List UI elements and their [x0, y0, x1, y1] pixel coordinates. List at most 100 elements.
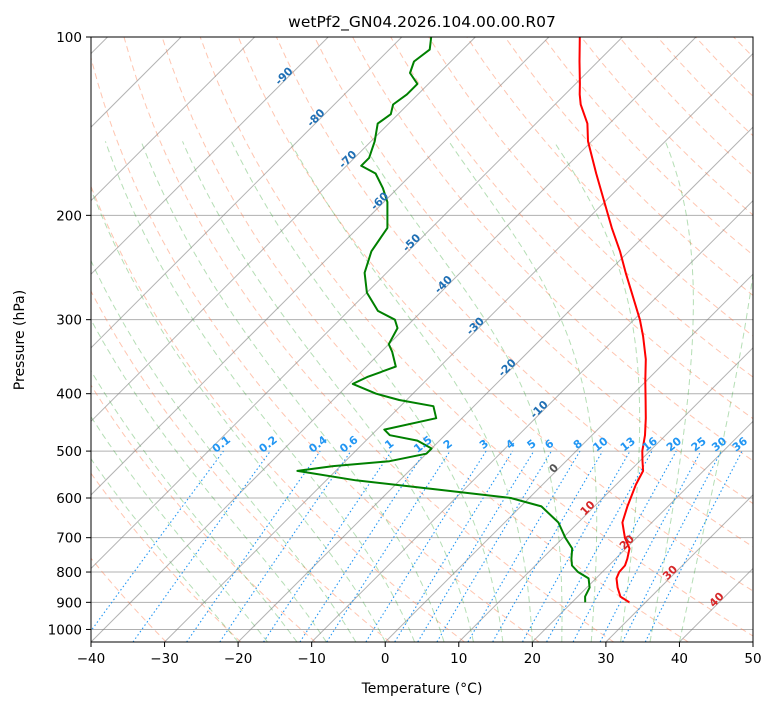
- mixing-ratio-label: 0.4: [306, 433, 330, 455]
- dry-adiabat: [91, 290, 391, 642]
- dry-adiabat: [314, 37, 753, 505]
- dry-adiabat: [733, 37, 753, 58]
- mixing-ratio-line: [522, 450, 631, 642]
- x-tick-label: 10: [450, 651, 467, 667]
- skewed-isotherm: [91, 37, 403, 349]
- y-axis-ticks: 1000 900 800 700 600 500 400 300 200 100: [48, 30, 91, 638]
- skewed-isotherm: [91, 37, 256, 202]
- dry-adiabat: [695, 37, 753, 97]
- isotherm-label: -10: [528, 398, 551, 421]
- x-tick-label: −40: [77, 651, 106, 667]
- skewed-isotherm: [531, 420, 753, 642]
- isotherm-label: -50: [400, 231, 423, 254]
- skewed-isotherm: [384, 273, 753, 642]
- moist-adiabat: [91, 188, 386, 642]
- dry-adiabat: [352, 37, 753, 462]
- moist-adiabat: [678, 270, 753, 642]
- skewed-isotherm: [91, 37, 623, 570]
- skewed-isotherm: [164, 52, 753, 642]
- dry-adiabat: [91, 472, 242, 642]
- skewed-isotherm: [605, 494, 753, 642]
- x-tick-label: 40: [671, 651, 688, 667]
- moist-adiabat: [553, 141, 641, 642]
- y-tick-label: 200: [56, 208, 82, 224]
- skewed-isotherm: [237, 126, 753, 642]
- mixing-ratio-line: [599, 450, 702, 642]
- mixing-ratio-label: 0.2: [256, 433, 279, 455]
- dry-adiabat: [237, 37, 753, 592]
- mixing-ratio-label: 4: [504, 437, 518, 452]
- isotherm-label: 20: [617, 532, 637, 552]
- isotherm-label: -90: [272, 64, 295, 87]
- x-tick-label: 20: [524, 651, 541, 667]
- mixing-ratio-label: 5: [525, 437, 539, 452]
- dry-adiabat: [466, 37, 753, 337]
- moist-adiabat: [91, 369, 298, 642]
- isotherm-label: 30: [660, 562, 680, 582]
- dry-adiabat: [91, 185, 465, 642]
- moist-adiabat: [360, 141, 563, 642]
- y-axis-label: Pressure (hPa): [12, 290, 28, 390]
- isotherm-label: -20: [496, 356, 519, 379]
- mixing-ratio-label: 2: [441, 437, 455, 452]
- y-tick-label: 700: [56, 531, 82, 547]
- skewed-isotherm: [458, 347, 753, 642]
- x-axis-ticks: −40 −30 −20 −10 0 10 20 30 40 50: [77, 642, 762, 667]
- mixing-ratio-line: [326, 450, 451, 642]
- mixing-ratio-label: 0.1: [210, 433, 233, 455]
- y-tick-label: 900: [56, 595, 82, 611]
- mixing-ratio-line: [572, 450, 677, 642]
- x-tick-label: 30: [597, 651, 614, 667]
- dry-adiabat: [91, 55, 540, 642]
- skewed-isotherm: [752, 641, 753, 642]
- dry-adiabat: [161, 37, 689, 642]
- chart-title: wetPf2_GN04.2026.104.00.00.R07: [288, 13, 556, 32]
- moist-adiabat: [104, 141, 416, 642]
- mixing-ratio-line: [546, 450, 653, 642]
- dry-adiabat: [390, 37, 753, 420]
- dry-adiabat: [504, 37, 753, 296]
- temperature-trace: [578, 37, 647, 604]
- dry-adiabat: [91, 384, 316, 642]
- isotherm-label: -70: [336, 148, 359, 171]
- sounding-traces: [296, 37, 647, 604]
- mixing-ratio-line: [644, 450, 743, 642]
- isotherm-label: -40: [432, 273, 455, 296]
- y-tick-label: 500: [56, 444, 82, 460]
- pressure-gridlines: [91, 36, 753, 630]
- plot-frame: [90, 36, 754, 643]
- mixing-ratio-line: [299, 450, 426, 642]
- skewed-isotherm: [91, 37, 329, 275]
- mixing-ratio-line: [417, 450, 535, 642]
- moist-adiabats: [91, 141, 753, 642]
- skewed-isotherm: [91, 37, 550, 496]
- mixing-ratio-line: [91, 450, 224, 632]
- mixing-ratio-lines: [91, 450, 743, 642]
- moist-adiabat: [91, 415, 268, 642]
- dry-adiabats: [91, 37, 753, 642]
- x-tick-label: −30: [150, 651, 179, 667]
- skewed-isotherm: [91, 37, 697, 642]
- mixing-ratio-line: [365, 450, 487, 642]
- dry-adiabat: [428, 37, 753, 378]
- y-tick-label: 300: [56, 313, 82, 329]
- x-tick-label: 0: [381, 651, 390, 667]
- moist-adiabat: [448, 141, 598, 642]
- isotherm-label: 40: [707, 590, 727, 610]
- mixing-ratio-line: [132, 450, 271, 642]
- moist-adiabat: [140, 141, 445, 642]
- moist-adiabat: [230, 141, 504, 642]
- moist-adiabat: [649, 141, 694, 642]
- moist-adiabat: [289, 141, 533, 642]
- skewed-isotherm: [679, 567, 753, 642]
- mixing-ratio-label: 1.5: [411, 433, 434, 455]
- moist-adiabat: [91, 457, 239, 642]
- dry-adiabat: [275, 37, 753, 548]
- x-tick-label: −10: [297, 651, 326, 667]
- x-tick-label: −20: [224, 651, 253, 667]
- y-tick-label: 800: [56, 565, 82, 581]
- dry-adiabat: [542, 37, 753, 256]
- isotherm-label: -30: [464, 314, 487, 337]
- isotherm-label: 10: [578, 498, 598, 518]
